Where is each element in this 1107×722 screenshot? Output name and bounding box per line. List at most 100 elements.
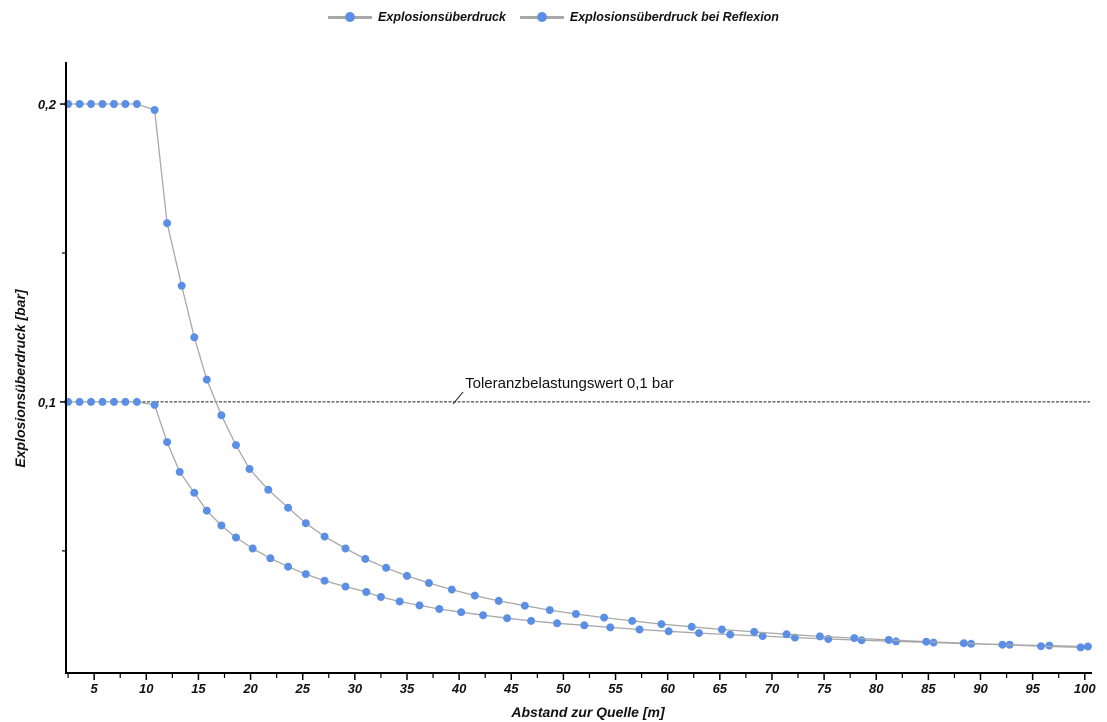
series-2-point[interactable] bbox=[284, 503, 293, 512]
series-1-point[interactable] bbox=[202, 506, 211, 515]
series-2-point[interactable] bbox=[98, 100, 107, 108]
series-1-point[interactable] bbox=[758, 632, 767, 641]
series-2-point[interactable] bbox=[424, 579, 433, 587]
series-1-point[interactable] bbox=[606, 623, 615, 632]
series-2-point[interactable] bbox=[202, 375, 211, 384]
series-2-point[interactable] bbox=[922, 637, 931, 646]
series-2-point[interactable] bbox=[600, 613, 609, 622]
x-tick-label: 95 bbox=[1025, 681, 1040, 696]
x-tick-label: 10 bbox=[139, 681, 154, 696]
series-1-point[interactable] bbox=[635, 625, 644, 634]
series-1-point[interactable] bbox=[892, 637, 900, 646]
series-2-point[interactable] bbox=[361, 554, 370, 563]
series-1-point[interactable] bbox=[217, 521, 226, 530]
series-1-point[interactable] bbox=[1045, 641, 1054, 650]
series-2-point[interactable] bbox=[959, 639, 968, 648]
series-1-point[interactable] bbox=[415, 601, 424, 610]
series-2-point[interactable] bbox=[121, 100, 130, 108]
series-1-point[interactable] bbox=[435, 605, 444, 613]
series-2-point[interactable] bbox=[245, 465, 254, 473]
x-tick-label: 25 bbox=[294, 681, 310, 696]
series-1-point[interactable] bbox=[376, 593, 385, 601]
series-2-point[interactable] bbox=[301, 519, 310, 528]
series-2-point[interactable] bbox=[850, 634, 859, 643]
series-2-point[interactable] bbox=[110, 100, 118, 108]
series-1-point[interactable] bbox=[695, 629, 703, 638]
series-2-point[interactable] bbox=[628, 616, 637, 625]
legend: Explosionsüberdruck Explosionsüberdruck … bbox=[0, 8, 1107, 26]
series-1-point[interactable] bbox=[266, 554, 275, 563]
series-1-point[interactable] bbox=[1083, 642, 1092, 651]
x-tick-label: 30 bbox=[348, 681, 363, 696]
series-1-point[interactable] bbox=[320, 576, 329, 585]
series-2-point[interactable] bbox=[232, 441, 240, 450]
series-1-line bbox=[68, 401, 1088, 648]
series-2-point[interactable] bbox=[341, 544, 350, 553]
x-tick-label: 80 bbox=[869, 681, 884, 696]
series-1-point[interactable] bbox=[362, 588, 371, 596]
series-1-point[interactable] bbox=[527, 616, 536, 625]
legend-item-series-2[interactable]: Explosionsüberdruck bei Reflexion bbox=[519, 10, 779, 24]
series-2-point[interactable] bbox=[403, 571, 411, 580]
x-tick-label: 60 bbox=[660, 681, 675, 696]
series-2-point[interactable] bbox=[545, 606, 554, 615]
series-1-point[interactable] bbox=[857, 636, 866, 645]
series-2-point[interactable] bbox=[657, 620, 666, 629]
series-1-point[interactable] bbox=[175, 467, 184, 476]
series-1-point[interactable] bbox=[457, 608, 466, 617]
series-2-point[interactable] bbox=[132, 100, 141, 108]
series-1-point[interactable] bbox=[664, 627, 673, 636]
series-1-point[interactable] bbox=[395, 597, 404, 606]
series-1-point[interactable] bbox=[726, 630, 735, 639]
series-1-point[interactable] bbox=[150, 400, 159, 409]
series-1-point[interactable] bbox=[110, 397, 118, 406]
series-1-point[interactable] bbox=[301, 570, 310, 579]
series-2-point[interactable] bbox=[217, 411, 226, 420]
series-2-point[interactable] bbox=[815, 632, 824, 641]
series-2-point[interactable] bbox=[470, 591, 479, 600]
series-1-point[interactable] bbox=[580, 621, 589, 630]
series-2-point[interactable] bbox=[264, 485, 273, 494]
series-2-point[interactable] bbox=[571, 610, 580, 618]
series-2-point[interactable] bbox=[320, 532, 329, 541]
series-1-point[interactable] bbox=[75, 397, 84, 406]
series-2-point[interactable] bbox=[884, 635, 893, 644]
series-2-point[interactable] bbox=[750, 627, 759, 636]
legend-swatch-series-1 bbox=[328, 12, 373, 22]
x-tick-label: 65 bbox=[713, 681, 728, 696]
series-1-point[interactable] bbox=[98, 397, 107, 406]
series-1-point[interactable] bbox=[284, 562, 293, 571]
series-2-point[interactable] bbox=[717, 625, 726, 634]
series-1-point[interactable] bbox=[479, 611, 488, 620]
series-2-point[interactable] bbox=[1037, 642, 1045, 651]
series-1-point[interactable] bbox=[553, 619, 562, 628]
y-tick-label: 0,1 bbox=[38, 395, 56, 410]
series-1-point[interactable] bbox=[190, 488, 199, 497]
series-2-point[interactable] bbox=[687, 622, 696, 631]
legend-item-series-1[interactable]: Explosionsüberdruck bbox=[328, 10, 506, 24]
series-1-point[interactable] bbox=[341, 582, 350, 591]
x-axis-ticks: 5 10 15 20 25 30 35 40 45 50 55 60 65 70 75 80 85 90 95 100 bbox=[67, 673, 1096, 696]
series-1-point[interactable] bbox=[87, 397, 95, 406]
series-2-point[interactable] bbox=[75, 100, 84, 108]
series-2-point[interactable] bbox=[382, 563, 391, 572]
series-1-point[interactable] bbox=[503, 614, 512, 623]
series-1-point[interactable] bbox=[132, 397, 141, 406]
series-1-point[interactable] bbox=[121, 397, 130, 406]
series-2-point[interactable] bbox=[1076, 643, 1085, 652]
series-2-point[interactable] bbox=[998, 640, 1007, 649]
series-2-point[interactable] bbox=[163, 219, 172, 228]
threshold-label: Toleranzbelastungswert 0,1 bar bbox=[465, 375, 673, 392]
series-1-point[interactable] bbox=[163, 438, 172, 447]
series-2-point[interactable] bbox=[494, 596, 503, 605]
y-axis-ticks: 0,1 0,2 bbox=[38, 97, 66, 552]
series-2-point[interactable] bbox=[782, 630, 791, 639]
series-2-point[interactable] bbox=[177, 281, 186, 290]
series-2-point[interactable] bbox=[190, 333, 199, 342]
series-1-point[interactable] bbox=[248, 544, 257, 553]
series-2-point[interactable] bbox=[520, 601, 529, 610]
series-1-point[interactable] bbox=[232, 533, 240, 542]
series-2-point[interactable] bbox=[87, 100, 95, 108]
series-2-point[interactable] bbox=[150, 106, 159, 114]
series-2-point[interactable] bbox=[447, 585, 456, 594]
